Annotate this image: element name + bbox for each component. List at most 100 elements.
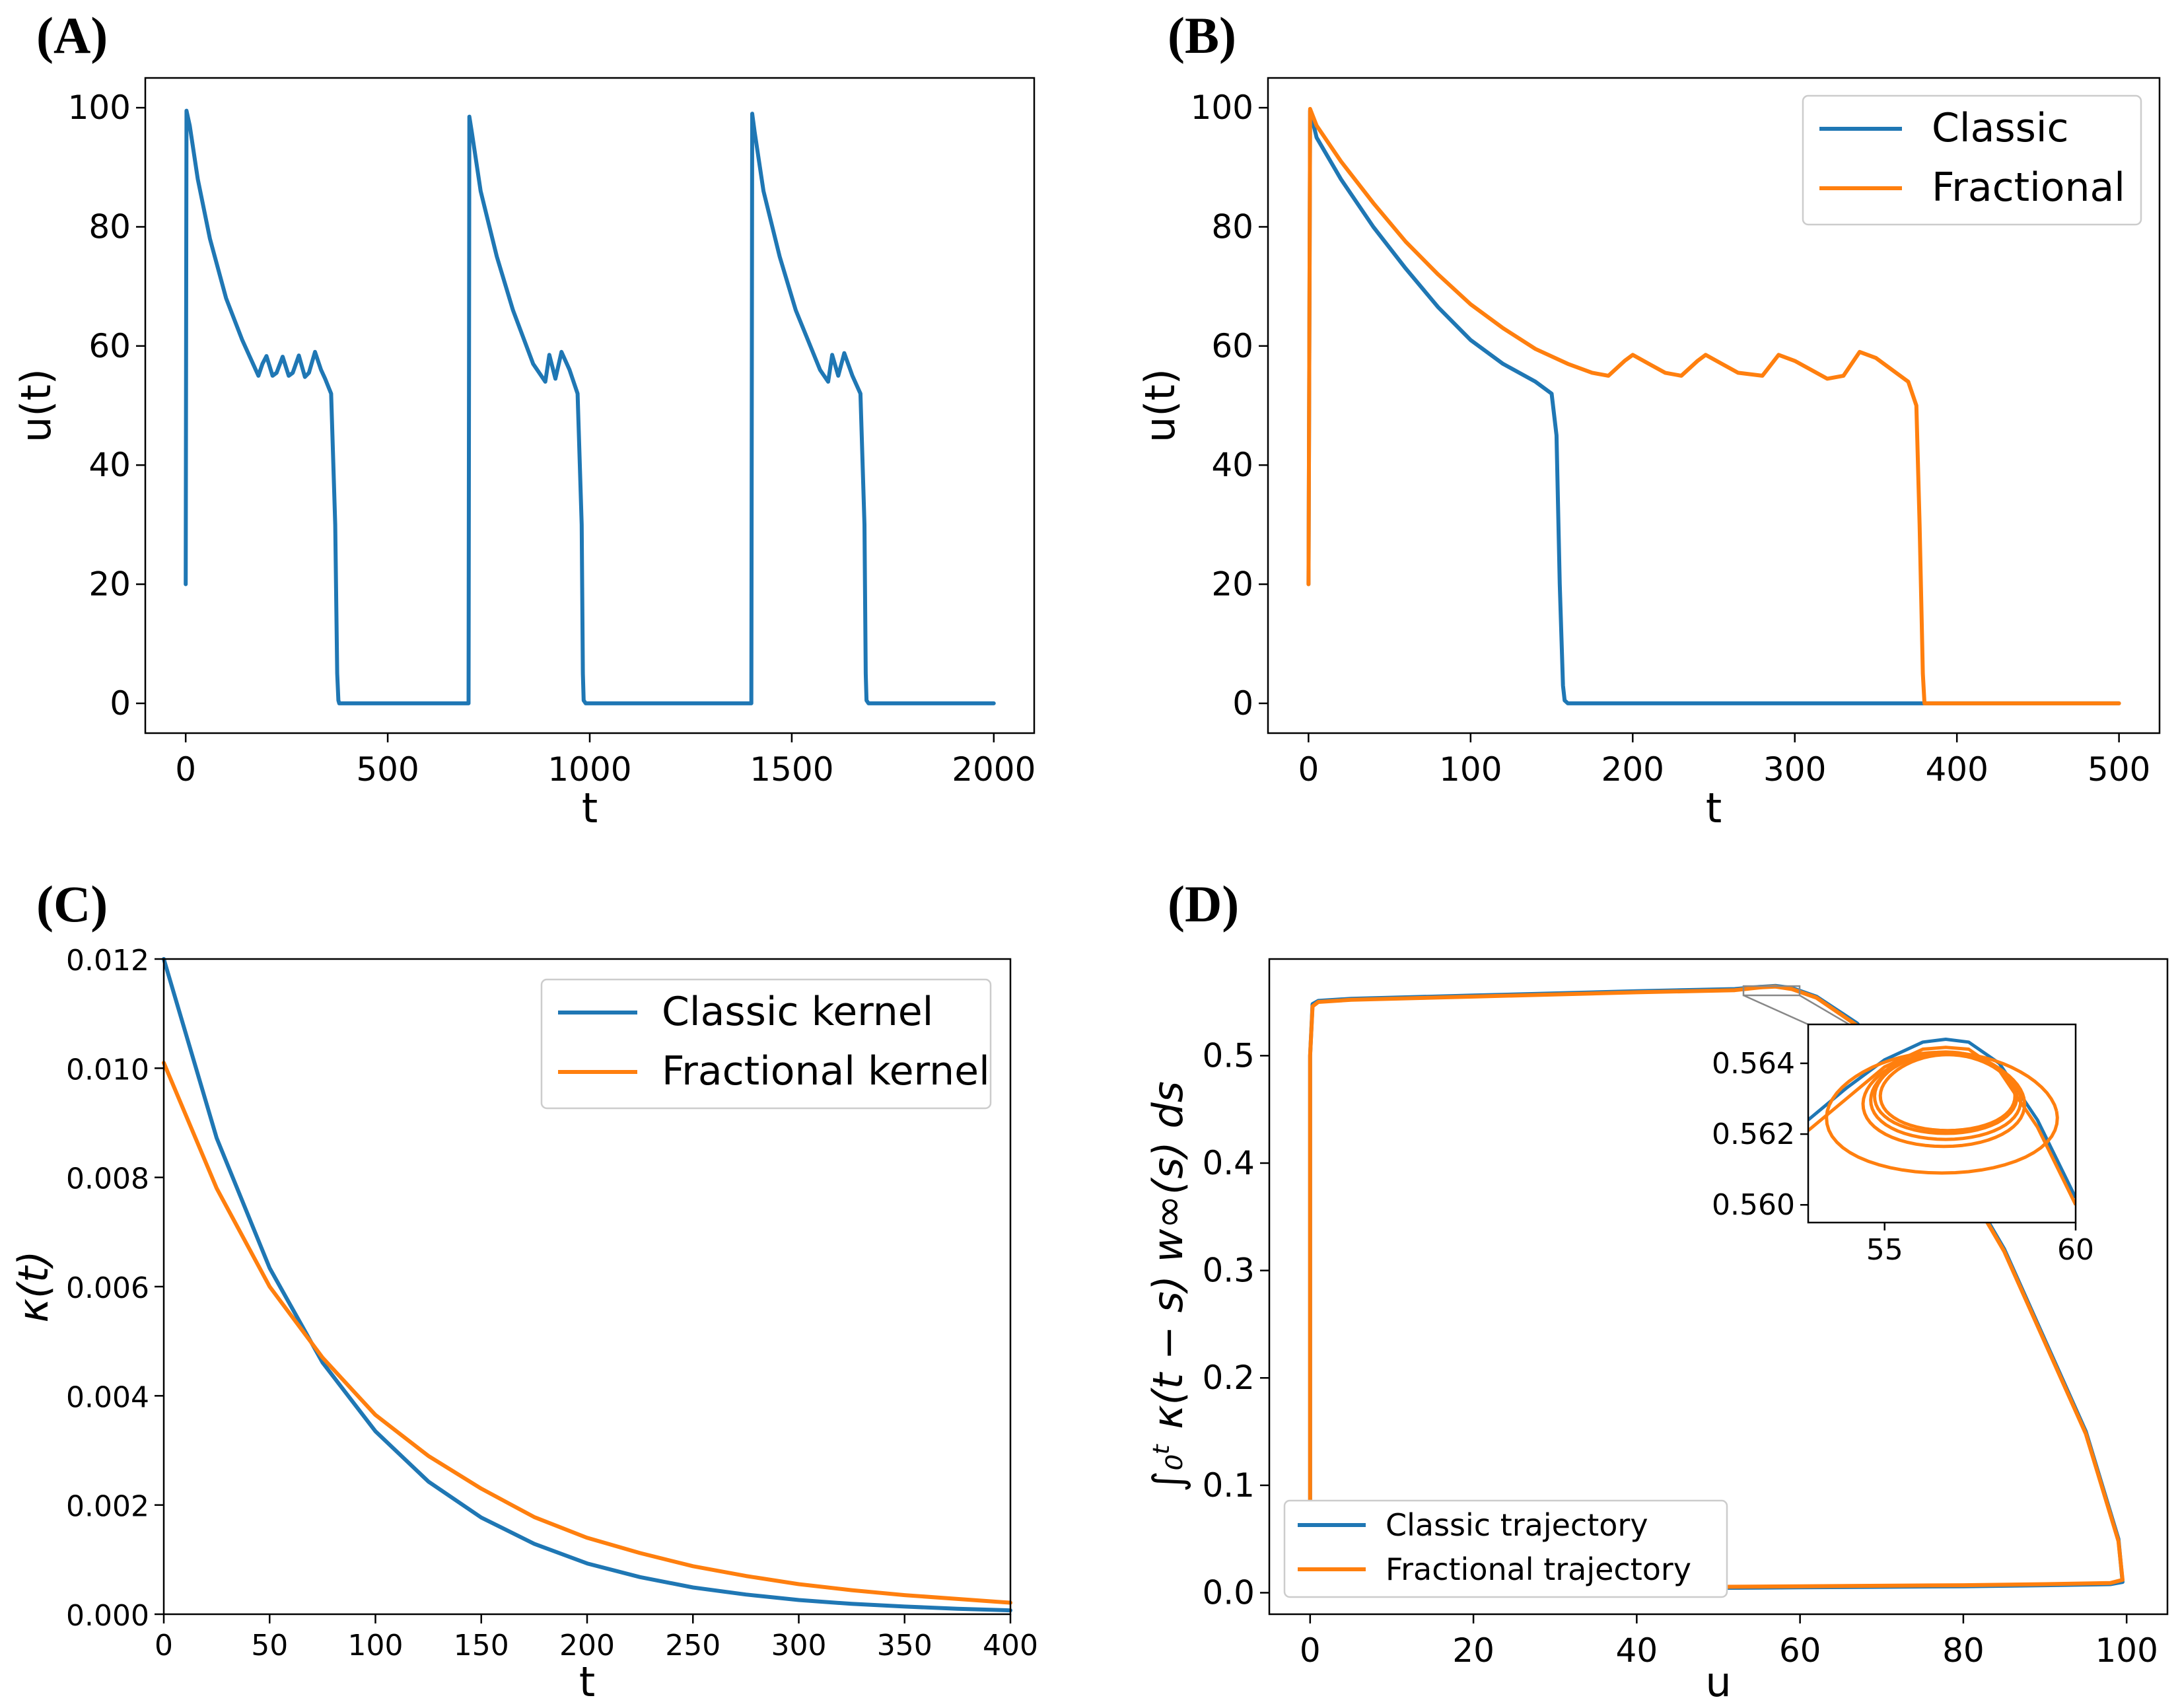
- panel-b-ytick-label: 20: [1211, 565, 1253, 604]
- inset-ytick-label: 0.560: [1712, 1188, 1795, 1222]
- panel-d-xtick-label: 60: [1779, 1631, 1821, 1670]
- panel-c-xlabel: t: [579, 1658, 595, 1706]
- panel-c-legend: Classic kernel Fractional kernel: [540, 978, 992, 1110]
- panel-c-legend-box: [540, 978, 992, 1110]
- inset-connector-right-visible: [1799, 994, 1850, 1026]
- panel-a-plot: 0 500 1000 1500 2000 0 20 40 60 80 100 t u(t): [12, 77, 1036, 832]
- inset-frame: [1807, 1023, 2077, 1224]
- legend-label-classic-kernel: Classic kernel: [662, 989, 933, 1035]
- panel-c-ytick-label: 0.004: [66, 1380, 149, 1414]
- panel-d-plot: 0 20 40 60 80 100 0.0 0.1 0.2 0.3 0.4 0.5 u ∫₀ᵗ κ(…: [1144, 958, 2169, 1706]
- panel-b-ytick-label: 60: [1211, 327, 1253, 365]
- panel-b-legend: Classic Fractional: [1802, 94, 2142, 226]
- panel-a-xlabel: t: [582, 784, 598, 832]
- inset-xtick-label: 55: [1866, 1233, 1903, 1267]
- panel-c-xtick-label: 50: [251, 1629, 288, 1662]
- panel-d-xtick-label: 0: [1300, 1631, 1321, 1670]
- panel-d-xtick-label: 100: [2095, 1631, 2158, 1670]
- panel-b-ytick-label: 40: [1211, 446, 1253, 484]
- panel-d-xlabel: u: [1705, 1658, 1731, 1706]
- legend-label-classic: Classic: [1932, 105, 2069, 151]
- panel-a-xtick-label: 0: [175, 750, 196, 789]
- inset-ytick-label: 0.562: [1712, 1118, 1795, 1151]
- panel-b-ytick-label: 80: [1211, 207, 1253, 246]
- panel-c-xtick-label: 350: [877, 1629, 932, 1662]
- legend-label-fractional-kernel: Fractional kernel: [662, 1048, 990, 1094]
- panel-a-ytick-label: 0: [110, 684, 131, 723]
- panel-c-ylabel: κ(t): [9, 1250, 57, 1322]
- panel-c-ytick-label: 0.000: [66, 1599, 149, 1633]
- panel-c-ytick-label: 0.002: [66, 1490, 149, 1524]
- panel-b-series-classic: [1306, 108, 2121, 705]
- panel-b-ytick-label: 100: [1191, 89, 1253, 127]
- panel-b-ylabel: u(t): [1136, 369, 1184, 443]
- panel-label-c: (C): [36, 875, 108, 933]
- inset-xtick-label: 60: [2057, 1233, 2094, 1267]
- inset-background: [1808, 1024, 2076, 1223]
- inset-plot: 55 60 0.560 0.562 0.564: [1712, 1023, 2094, 1267]
- panel-b-xtick-label: 300: [1763, 750, 1826, 789]
- panel-c-ytick-label: 0.008: [66, 1162, 149, 1196]
- inset-fractional-loop: [1825, 1050, 2059, 1175]
- panel-d-ylabel: ∫₀ᵗ κ(t − s) w∞(s) ds: [1144, 1081, 1192, 1492]
- panel-c-plot: 0 50 100 150 200 250 300 350 400 0.000 0.002 0.004…: [9, 944, 1038, 1706]
- panel-c-xtick-label: 400: [983, 1629, 1038, 1662]
- panel-b-ytick-label: 0: [1232, 684, 1253, 723]
- panel-label-a: (A): [36, 7, 108, 64]
- panel-a-ytick-label: 80: [88, 207, 131, 246]
- inset-fractional-loop: [1873, 1050, 2019, 1135]
- panel-d-ytick-label: 0.1: [1202, 1466, 1255, 1505]
- panel-c-xtick-label: 300: [771, 1629, 827, 1662]
- panel-a-xtick-label: 2000: [952, 750, 1036, 789]
- panel-d-ytick-label: 0.2: [1202, 1359, 1255, 1397]
- inset-connector-left: [1743, 994, 1809, 1026]
- legend-label-classic-trajectory: Classic trajectory: [1386, 1507, 1648, 1543]
- panel-a-ytick-label: 40: [88, 446, 131, 484]
- panel-a-ytick-label: 100: [68, 89, 131, 127]
- panel-d-legend: Classic trajectory Fractional trajectory: [1283, 1499, 1728, 1598]
- legend-label-fractional: Fractional: [1932, 164, 2125, 211]
- inset-zoom-rect: [1742, 985, 1801, 997]
- panel-d-xtick-label: 80: [1942, 1631, 1985, 1670]
- panel-c-xtick-label: 150: [454, 1629, 509, 1662]
- panel-d-frame: [1268, 958, 2169, 1616]
- panel-c-frame: [162, 958, 1012, 1616]
- panel-c-xtick-label: 100: [348, 1629, 404, 1662]
- panel-b-xtick-label: 0: [1298, 750, 1319, 789]
- panel-d-xtick-label: 20: [1452, 1631, 1494, 1670]
- panel-b-xtick-label: 200: [1601, 750, 1664, 789]
- panel-c-xtick-label: 0: [155, 1629, 173, 1662]
- legend-label-fractional-trajectory: Fractional trajectory: [1386, 1551, 1691, 1587]
- panel-a-xtick-label: 500: [356, 750, 419, 789]
- inset-zoom-indicator: [1742, 985, 1850, 1026]
- panel-a-series-u-t-: [184, 108, 996, 705]
- panel-b-xlabel: t: [1706, 784, 1722, 832]
- panel-a-ylabel: u(t): [12, 369, 60, 443]
- panel-b-xtick-label: 500: [2088, 750, 2150, 789]
- panel-b-xtick-label: 100: [1439, 750, 1502, 789]
- panel-d-legend-box: [1283, 1499, 1728, 1598]
- panel-a-frame: [144, 77, 1036, 734]
- panel-a-xtick-label: 1000: [547, 750, 631, 789]
- panel-c-ytick-label: 0.006: [66, 1271, 149, 1305]
- panel-a-xtick-label: 1500: [750, 750, 833, 789]
- panel-c-ytick-label: 0.012: [66, 944, 149, 978]
- panel-b-frame: [1267, 77, 2161, 734]
- panel-d-ytick-label: 0.3: [1202, 1252, 1255, 1290]
- inset-fractional-loop: [1878, 1053, 2017, 1133]
- inset-ytick-label: 0.564: [1712, 1047, 1795, 1081]
- panel-label-d: (D): [1168, 875, 1239, 933]
- panel-c-xtick-label: 250: [665, 1629, 721, 1662]
- panel-d-xtick-label: 40: [1616, 1631, 1658, 1670]
- panel-d-ytick-label: 0.4: [1202, 1144, 1255, 1182]
- panel-d-ytick-label: 0.0: [1202, 1573, 1255, 1612]
- panel-a-ytick-label: 60: [88, 327, 131, 365]
- panel-c-ytick-label: 0.010: [66, 1053, 149, 1086]
- panel-b-plot: 0 100 200 300 400 500 0 20 40 60 80 100 t u(t) Cla…: [1136, 77, 2161, 832]
- panel-b-xtick-label: 400: [1925, 750, 1988, 789]
- panel-a-ytick-label: 20: [88, 565, 131, 604]
- panel-c-series-fractional-kernel: [162, 1061, 1012, 1605]
- panel-d-ytick-label: 0.5: [1202, 1036, 1255, 1075]
- panel-b-series-fractional: [1306, 106, 2121, 705]
